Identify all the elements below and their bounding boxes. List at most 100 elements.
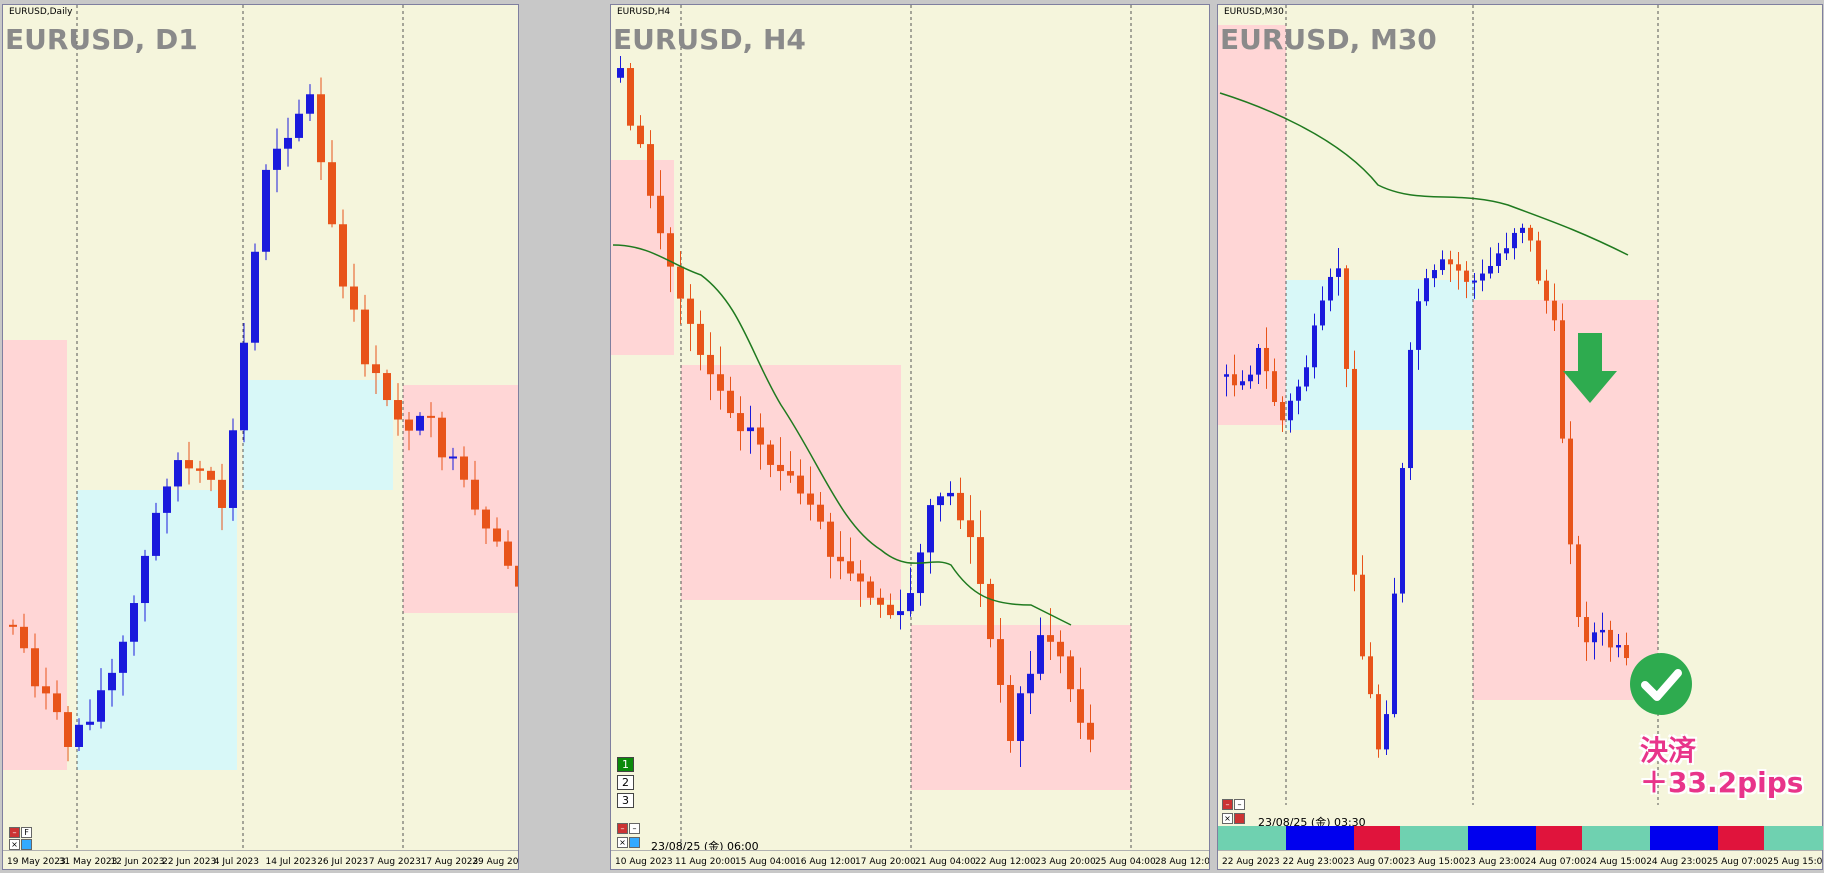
candle-body [977, 537, 984, 584]
chart-panel-h4[interactable]: EURUSD,H4 EURUSD, H4 1 2 3 – – × 23/08/2… [610, 4, 1210, 870]
x-tick-label: 21 Aug 04:00 [915, 857, 976, 867]
candle-body [1376, 694, 1381, 750]
candle-body [747, 427, 754, 432]
candle-body [130, 603, 138, 642]
close-icon[interactable]: – [617, 823, 628, 834]
chart-panel-d1[interactable]: EURUSD,Daily EURUSD, D1 – F × 19 May 202… [2, 4, 519, 870]
candle-body [887, 604, 894, 616]
candle-body [767, 444, 774, 465]
pin-icon[interactable] [21, 839, 32, 850]
candle-body [907, 593, 914, 612]
x-tick-label: 23 Aug 07:00 [1343, 857, 1404, 867]
candle-body [1488, 265, 1493, 274]
candle-body [493, 528, 501, 542]
candle-body [218, 479, 226, 508]
candle-body [1037, 635, 1044, 674]
candle-body [42, 686, 50, 694]
x-tick-label: 15 Aug 04:00 [735, 857, 796, 867]
candle-body [1456, 264, 1461, 271]
candle-body [1440, 259, 1445, 271]
candle-body [987, 583, 994, 640]
candle-body [1400, 468, 1405, 594]
candle-body [717, 374, 724, 391]
mode-button-2[interactable]: 2 [617, 775, 634, 790]
close-icon[interactable]: × [1222, 813, 1233, 824]
candle-body [504, 541, 512, 566]
minimize-icon[interactable]: – [629, 823, 640, 834]
candle-body [817, 504, 824, 522]
candle-body [837, 556, 844, 562]
range-box [1473, 300, 1658, 700]
candle-body [807, 493, 814, 505]
candle-body [1504, 248, 1509, 254]
x-tick-label: 31 May 2023 [58, 857, 118, 867]
candle-body [927, 505, 934, 553]
candle-body [857, 573, 864, 582]
candle-body [827, 521, 834, 557]
f-button[interactable]: F [21, 827, 32, 838]
candle-body [1528, 227, 1533, 241]
x-tick-label: 16 Aug 12:00 [795, 857, 856, 867]
candlestick-chart-d1[interactable] [3, 5, 519, 870]
candle-body [1544, 280, 1549, 301]
chart-panel-m30[interactable]: EURUSD,M30 EURUSD, M30 – – × 23/08/25 (金… [1217, 4, 1823, 870]
candle-body [1464, 270, 1469, 282]
candle-body [847, 561, 854, 574]
candle-body [306, 94, 314, 114]
candlestick-chart-h4[interactable] [611, 5, 1210, 870]
candlestick-chart-m30[interactable] [1218, 5, 1823, 870]
candle-body [787, 471, 794, 476]
close-icon[interactable]: – [9, 827, 20, 838]
window-title: EURUSD,M30 [1224, 7, 1284, 17]
close-icon[interactable]: × [617, 837, 628, 848]
candle-body [515, 565, 518, 587]
pin-icon[interactable] [1234, 813, 1245, 824]
candle-body [1392, 593, 1397, 715]
candle-body [897, 611, 904, 616]
pin-icon[interactable] [629, 837, 640, 848]
candle-body [405, 419, 413, 431]
candle-body [438, 417, 446, 458]
candle-body [1512, 232, 1517, 249]
candle-body [1368, 656, 1373, 695]
candle-body [108, 672, 116, 691]
candle-body [185, 460, 193, 469]
chart-title: EURUSD, M30 [1220, 23, 1437, 56]
x-tick-label: 17 Aug 20:00 [855, 857, 916, 867]
session-color-strip [1218, 826, 1823, 850]
candle-body [1320, 300, 1325, 326]
minimize-icon[interactable]: – [1234, 799, 1245, 810]
close-icon[interactable]: – [1222, 799, 1233, 810]
x-tick-label: 22 Jun 2023 [162, 857, 217, 867]
candle-body [64, 712, 72, 747]
candle-body [947, 492, 954, 497]
candle-body [677, 266, 684, 299]
result-text: 決済 ＋33.2pips [1640, 735, 1803, 799]
candle-body [416, 415, 424, 431]
candle-body [383, 373, 391, 401]
candle-body [1496, 253, 1501, 266]
x-tick-label: 22 Aug 12:00 [975, 857, 1036, 867]
candle-body [350, 286, 358, 310]
candle-body [1057, 641, 1064, 657]
candle-body [1408, 349, 1413, 469]
candle-body [1576, 544, 1581, 618]
window-title: EURUSD,Daily [9, 7, 73, 17]
moving-average-line [612, 244, 1072, 626]
candle-body [967, 520, 974, 538]
x-tick-label: 24 Aug 07:00 [1525, 857, 1586, 867]
candle-body [1328, 276, 1333, 301]
mode-button-1[interactable]: 1 [617, 757, 634, 772]
candle-body [917, 552, 924, 594]
candle-body [657, 195, 664, 234]
cursor-time-label: 23/08/25 (金) 06:00 [651, 840, 759, 853]
x-tick-label: 29 Aug 2023 [472, 857, 519, 867]
mode-button-3[interactable]: 3 [617, 793, 634, 808]
x-tick-label: 22 Aug 23:00 [1282, 857, 1344, 867]
candle-body [1624, 645, 1629, 659]
candle-body [251, 251, 259, 343]
close-icon[interactable]: × [9, 839, 20, 850]
candle-body [361, 309, 369, 365]
candle-body [1584, 617, 1589, 643]
x-tick-label: 25 Aug 07:00 [1706, 857, 1768, 867]
